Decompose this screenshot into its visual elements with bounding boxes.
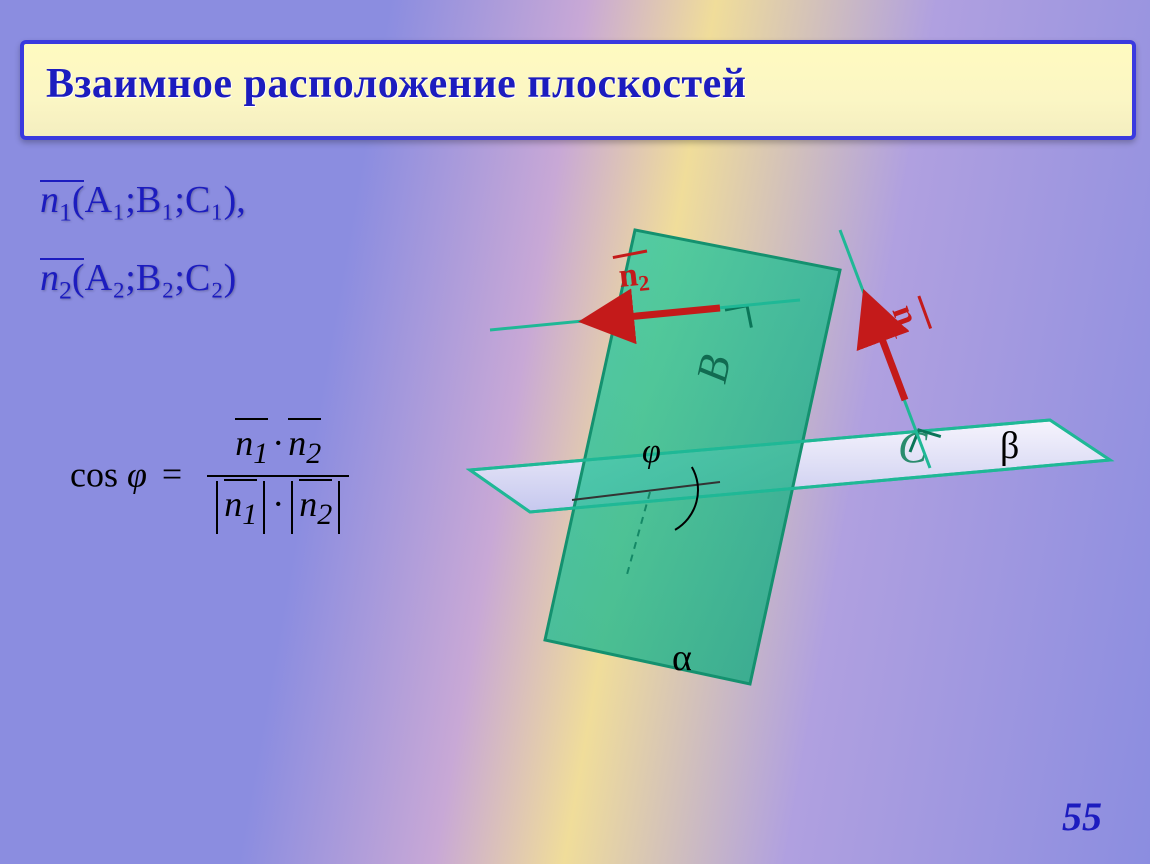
svg-text:n: n — [617, 256, 640, 295]
svg-text:α: α — [672, 637, 692, 679]
n2-base: n — [40, 257, 59, 299]
slide: Взаимное расположение плоскостей n1(A₁;B… — [0, 0, 1150, 864]
denominator: n1·n2 — [207, 479, 349, 536]
svg-text:φ: φ — [642, 433, 661, 470]
svg-text:β: β — [1000, 425, 1019, 467]
equals: = — [156, 454, 188, 494]
n2-comp: (A₂;B₂;C₂) — [72, 257, 236, 299]
n2-vector: n2(A₂;B₂;C₂) — [40, 256, 236, 306]
cos-formula: cos φ = n1·n2 n1·n2 — [70, 420, 349, 536]
diagram: φBCn2n1βα — [420, 200, 1120, 720]
n1-base: n — [40, 179, 59, 221]
page-number: 55 — [1062, 793, 1102, 840]
cos-label: cos — [70, 454, 118, 494]
n1-comp: (A₁;B₁;C₁), — [72, 179, 246, 221]
numerator: n1·n2 — [207, 420, 349, 473]
phi-label: φ — [127, 454, 147, 494]
title-text: Взаимное расположение плоскостей — [46, 60, 746, 108]
title-banner: Взаимное расположение плоскостей — [20, 40, 1136, 140]
n2-sub: 2 — [59, 276, 72, 305]
n1-sub: 1 — [59, 198, 72, 227]
n1-vector: n1(A₁;B₁;C₁), — [40, 178, 246, 228]
